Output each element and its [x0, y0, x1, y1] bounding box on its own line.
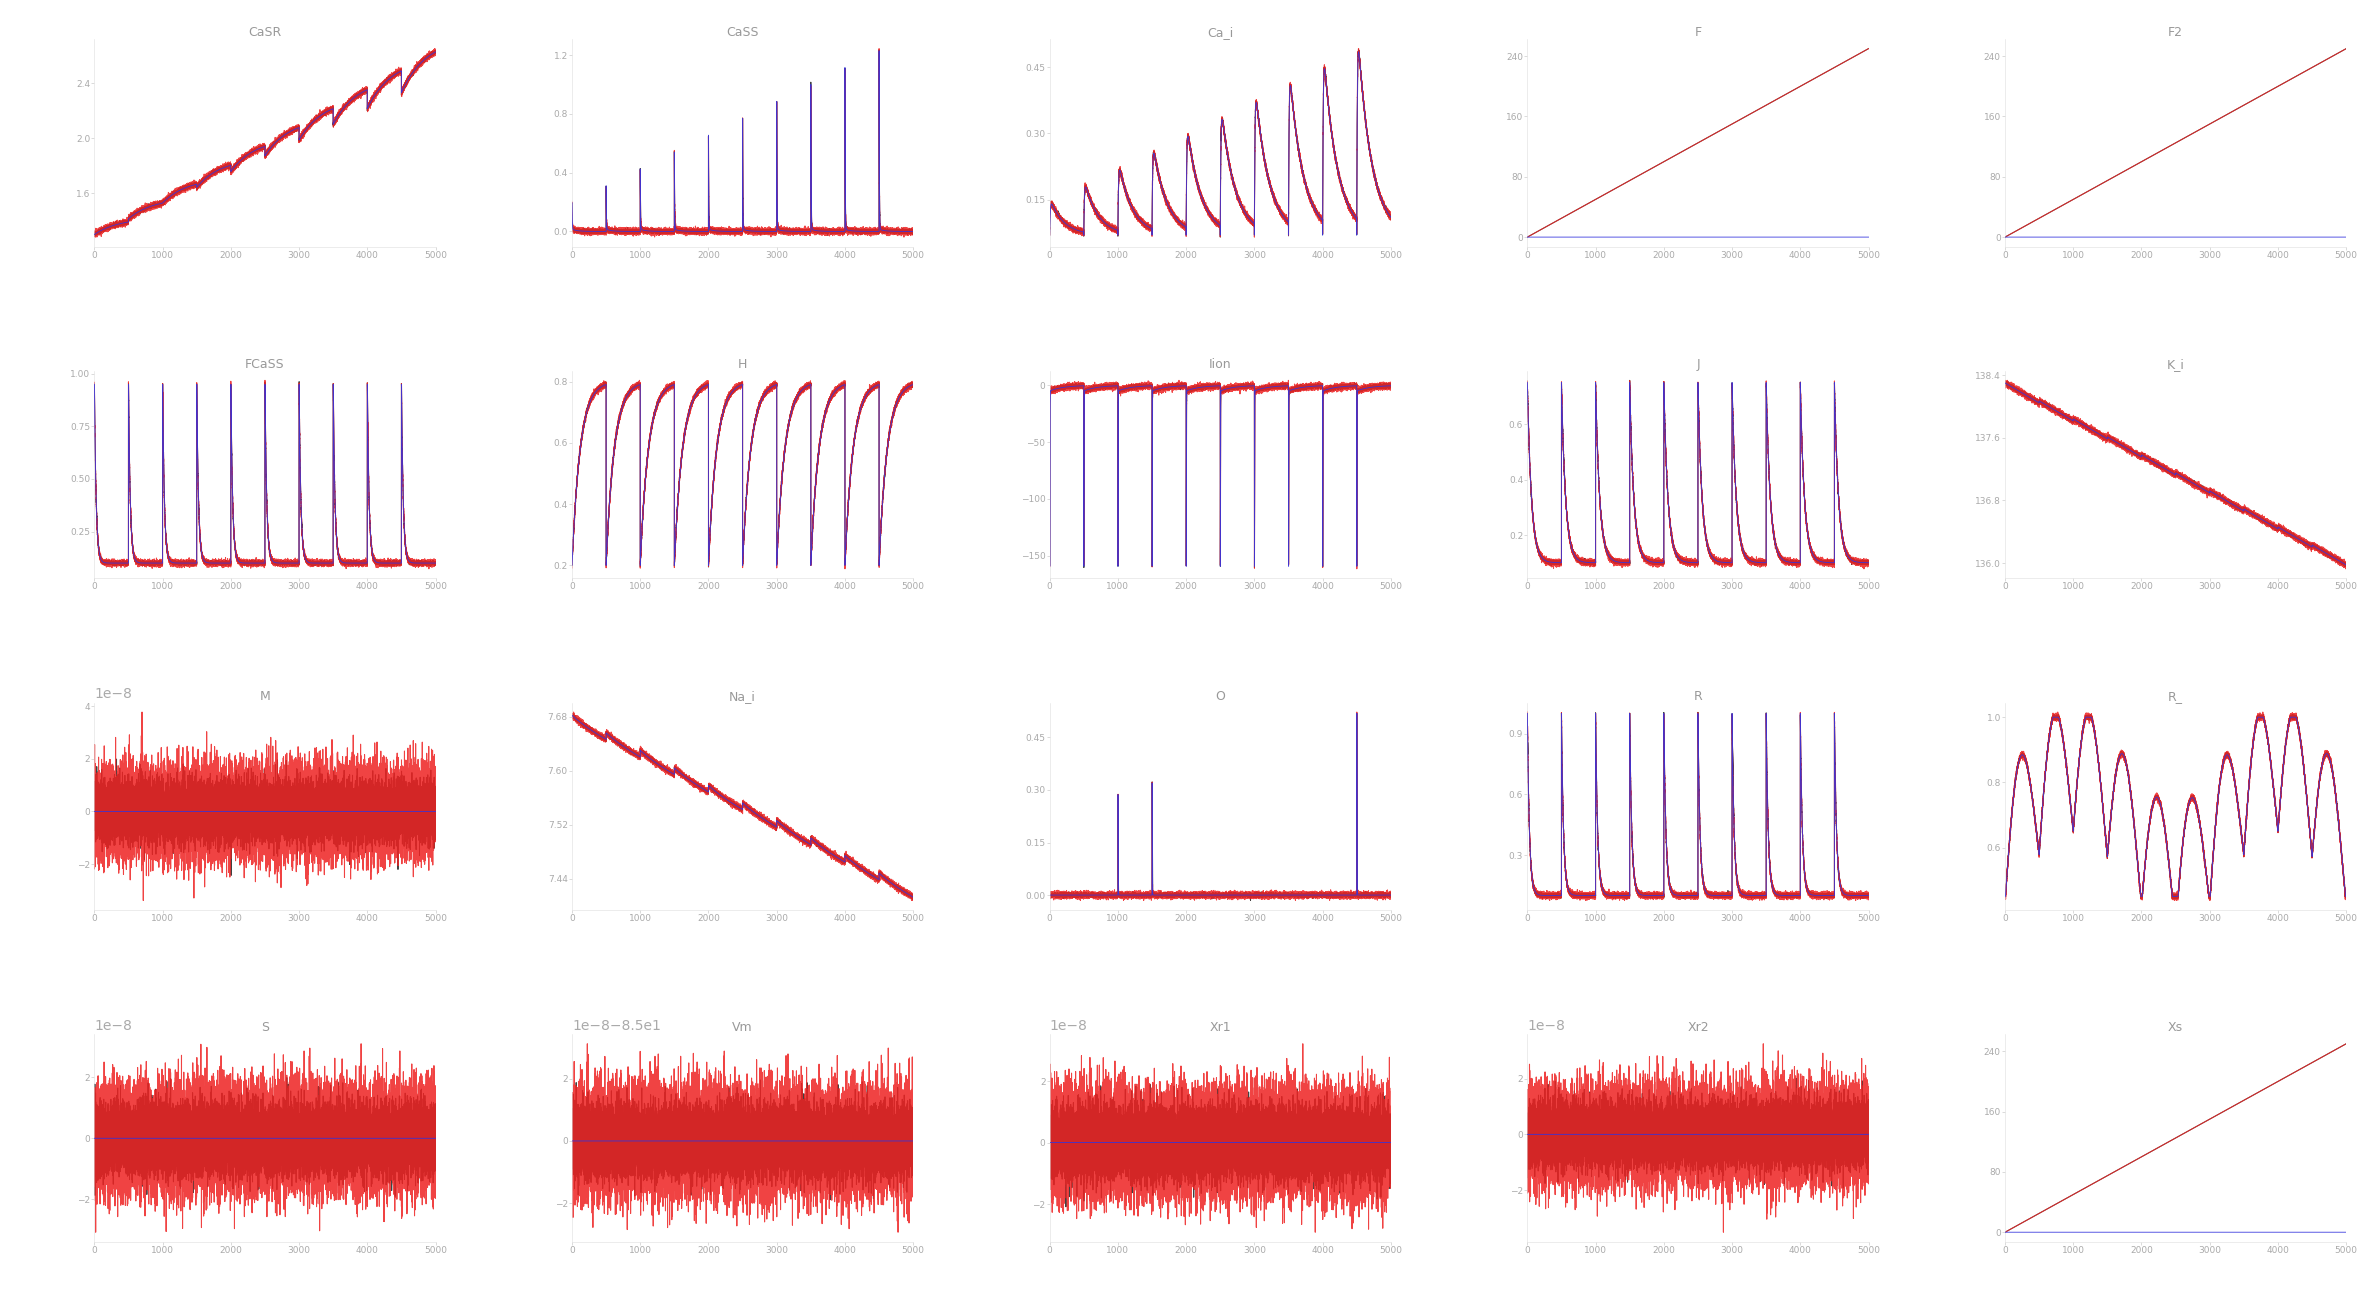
Title: K_i: K_i [2167, 358, 2184, 371]
Title: Xs: Xs [2167, 1021, 2184, 1034]
Title: Xr2: Xr2 [1686, 1021, 1710, 1034]
Title: O: O [1214, 690, 1226, 703]
Title: CaSS: CaSS [726, 26, 759, 39]
Title: M: M [259, 690, 271, 703]
Title: S: S [262, 1021, 269, 1034]
Title: R_: R_ [2167, 690, 2184, 703]
Title: Iion: Iion [1210, 358, 1231, 371]
Title: J: J [1695, 358, 1700, 371]
Title: Xr1: Xr1 [1210, 1021, 1231, 1034]
Title: R: R [1693, 690, 1702, 703]
Title: H: H [738, 358, 747, 371]
Title: Na_i: Na_i [729, 690, 757, 703]
Title: F: F [1695, 26, 1702, 39]
Title: Ca_i: Ca_i [1207, 26, 1233, 39]
Title: FCaSS: FCaSS [245, 358, 285, 371]
Title: CaSR: CaSR [248, 26, 281, 39]
Title: Vm: Vm [733, 1021, 752, 1034]
Title: F2: F2 [2167, 26, 2184, 39]
